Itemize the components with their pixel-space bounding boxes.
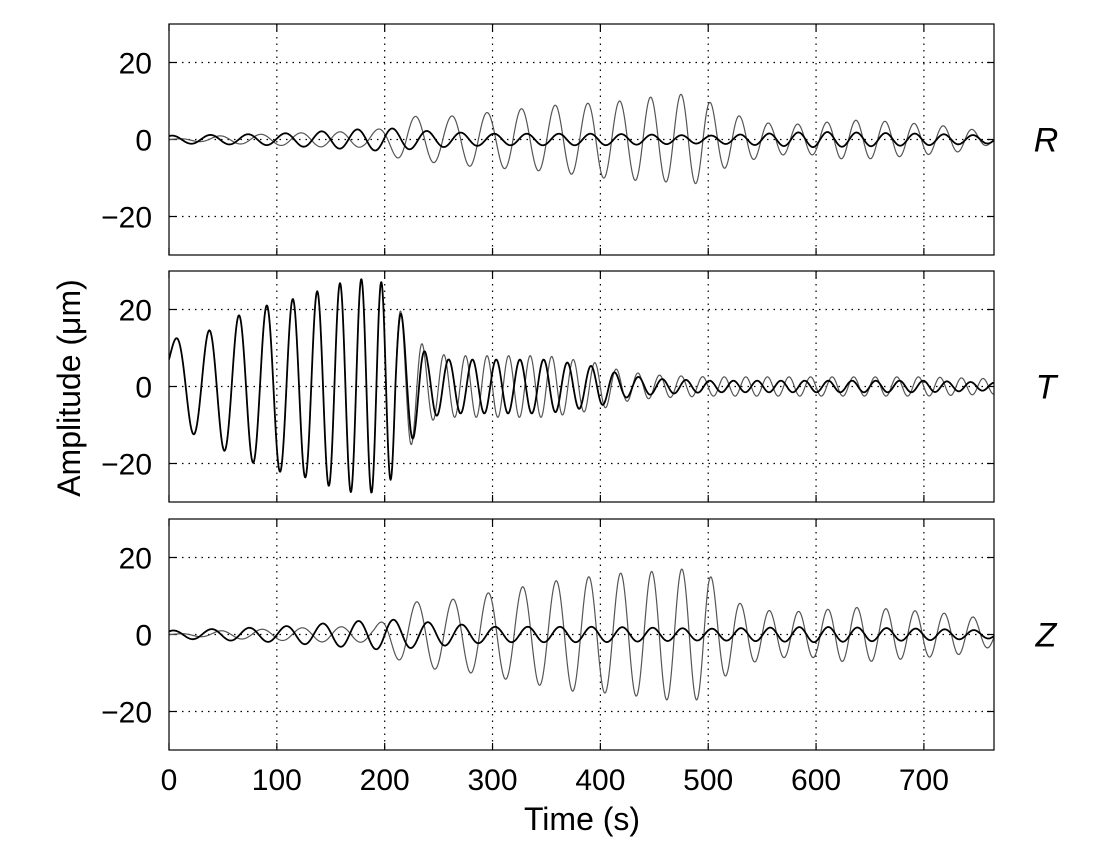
panel-t: 20 0 −20 T xyxy=(101,270,1059,503)
trace-light xyxy=(169,93,994,185)
panel-frame xyxy=(168,23,995,256)
x-tick-label: 200 xyxy=(360,764,410,797)
panels: 20 0 −20 R 20 0 −20 T 20 0 −20 Z xyxy=(101,23,1059,751)
x-tick-label: 700 xyxy=(899,764,949,797)
y-tick-label: 0 xyxy=(135,125,152,158)
y-tick-label: −20 xyxy=(101,202,152,235)
x-axis-title: Time (s) xyxy=(524,801,640,837)
component-label: R xyxy=(1034,122,1059,160)
y-tick-label: 0 xyxy=(135,620,152,653)
y-tick-label: −20 xyxy=(101,697,152,730)
trace-light xyxy=(169,568,994,701)
trace-dark xyxy=(169,278,994,494)
trace-dark xyxy=(169,618,994,651)
panel-frame xyxy=(168,270,995,503)
panel-r: 20 0 −20 R xyxy=(101,23,1059,256)
component-label: T xyxy=(1036,369,1059,407)
y-tick-label: −20 xyxy=(101,449,152,482)
y-tick-label: 0 xyxy=(135,372,152,405)
y-tick-label: 20 xyxy=(119,543,152,576)
y-tick-label: 20 xyxy=(119,295,152,328)
panel-frame xyxy=(168,518,995,751)
x-tick-label: 100 xyxy=(252,764,302,797)
y-axis-title: Amplitude (μm) xyxy=(51,279,87,497)
panel-z: 20 0 −20 Z xyxy=(101,518,1058,751)
component-label: Z xyxy=(1035,617,1058,655)
x-tick-label: 300 xyxy=(467,764,517,797)
x-tick-label: 0 xyxy=(161,764,178,797)
x-tick-label: 500 xyxy=(683,764,733,797)
x-tick-labels: 0 100 200 300 400 500 600 700 xyxy=(161,764,949,797)
trace-dark xyxy=(169,127,994,152)
x-tick-label: 400 xyxy=(575,764,625,797)
x-tick-label: 600 xyxy=(791,764,841,797)
y-tick-label: 20 xyxy=(119,48,152,81)
